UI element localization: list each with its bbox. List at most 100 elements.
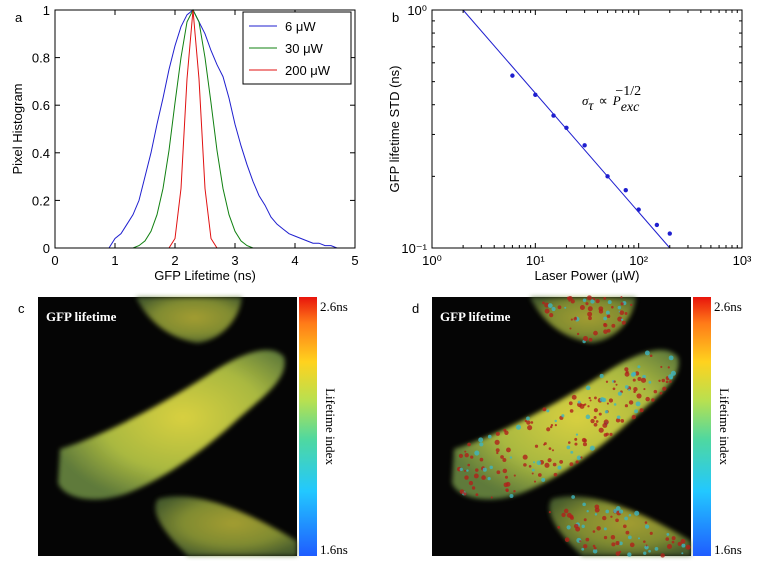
- cell: [136, 297, 242, 343]
- speckle: [595, 299, 600, 304]
- y-tick-label: 0.2: [32, 193, 50, 208]
- speckle: [616, 415, 621, 420]
- speckle: [513, 474, 516, 477]
- speckle: [523, 463, 527, 467]
- speckle: [588, 396, 591, 400]
- speckle: [681, 543, 686, 548]
- speckle: [594, 513, 598, 516]
- speckle: [659, 391, 663, 395]
- speckle: [577, 400, 581, 404]
- speckle: [611, 542, 616, 547]
- y-axis-label: GFP lifetime STD (ns): [387, 66, 402, 193]
- speckle: [596, 526, 601, 531]
- x-tick-label: 0: [51, 253, 58, 268]
- data-point: [510, 73, 515, 78]
- speckle: [685, 544, 691, 550]
- speckle: [475, 493, 479, 497]
- legend-label: 30 μW: [285, 41, 324, 56]
- y-tick-label: 0.4: [32, 146, 50, 161]
- speckle: [643, 540, 646, 543]
- speckle: [576, 332, 580, 336]
- speckle: [637, 376, 642, 381]
- speckle: [463, 469, 467, 472]
- speckle: [580, 456, 583, 459]
- data-point: [636, 207, 641, 212]
- speckle: [479, 457, 484, 462]
- speckle: [648, 380, 652, 384]
- speckle: [643, 388, 646, 391]
- speckle: [570, 299, 575, 304]
- speckle: [624, 404, 629, 408]
- speckle: [554, 424, 557, 427]
- speckle: [615, 541, 620, 546]
- speckle: [548, 447, 552, 450]
- speckle: [473, 473, 479, 479]
- colorbar-tick-label: 1.6ns: [320, 542, 348, 557]
- speckle: [593, 416, 597, 420]
- speckle: [546, 427, 551, 432]
- speckle: [615, 383, 618, 386]
- y-axis-label: Pixel Histogram: [10, 83, 25, 174]
- speckle: [637, 365, 641, 369]
- speckle: [605, 509, 610, 514]
- speckle: [496, 470, 501, 475]
- speckle: [468, 480, 474, 486]
- relation: ∝: [598, 93, 607, 108]
- speckle: [592, 544, 596, 548]
- speckle: [665, 380, 669, 384]
- base: P: [612, 93, 621, 108]
- speckle: [527, 425, 533, 431]
- speckle: [668, 355, 674, 361]
- base-sub: exc: [621, 100, 640, 115]
- data-point: [582, 143, 587, 148]
- speckle: [643, 551, 647, 555]
- speckle: [576, 455, 582, 460]
- speckle: [574, 442, 578, 446]
- speckle: [464, 450, 467, 453]
- speckle: [605, 310, 610, 315]
- speckle: [505, 488, 509, 492]
- y-tick-label: 0.6: [32, 98, 50, 113]
- speckle: [569, 327, 572, 330]
- panel-label: b: [392, 10, 399, 25]
- speckle: [531, 472, 534, 475]
- speckle: [625, 370, 629, 374]
- speckle: [615, 551, 621, 556]
- speckle: [487, 434, 492, 439]
- speckle: [494, 439, 500, 445]
- speckle: [604, 410, 609, 414]
- speckle: [644, 524, 650, 529]
- speckle: [464, 475, 469, 480]
- speckle: [606, 402, 609, 405]
- speckle: [615, 506, 621, 511]
- speckle: [581, 524, 585, 529]
- x-tick-label: 10³: [733, 253, 752, 268]
- speckle: [615, 518, 619, 523]
- speckle: [612, 387, 616, 391]
- speckle: [587, 311, 593, 317]
- x-axis-label: Laser Power (μW): [534, 268, 639, 283]
- speckle: [630, 303, 633, 307]
- image-overlay-label: GFP lifetime: [440, 309, 511, 324]
- speckle: [613, 403, 617, 406]
- speckle: [660, 365, 663, 369]
- speckle: [569, 462, 574, 467]
- x-tick-label: 5: [351, 253, 358, 268]
- speckle: [624, 367, 629, 372]
- speckle: [564, 306, 567, 309]
- speckle: [620, 318, 624, 321]
- speckle: [459, 467, 463, 472]
- speckle: [504, 475, 508, 479]
- speckle: [625, 530, 630, 535]
- speckle: [583, 518, 587, 522]
- speckle: [620, 302, 624, 306]
- speckle: [594, 396, 597, 400]
- speckle: [603, 322, 607, 326]
- speckle: [585, 385, 591, 391]
- x-axis-label: GFP Lifetime (ns): [154, 268, 256, 283]
- panel-label: a: [15, 10, 23, 25]
- speckle: [681, 552, 684, 555]
- annotation: στ ∝ Pexc−1/2: [582, 84, 641, 115]
- speckle: [649, 531, 653, 535]
- speckle: [589, 445, 595, 451]
